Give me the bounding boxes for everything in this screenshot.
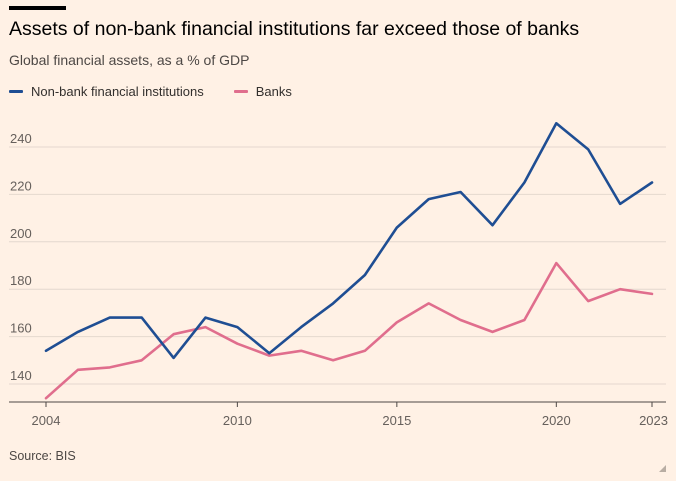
- x-tick-label-2023: 2023: [639, 413, 668, 428]
- legend-label-nbfi: Non-bank financial institutions: [31, 83, 204, 99]
- brand-bar: [9, 6, 66, 10]
- chart-subtitle: Global financial assets, as a % of GDP: [9, 52, 250, 68]
- y-tick-label-220: 220: [10, 178, 32, 193]
- x-tick-label-2015: 2015: [382, 413, 411, 428]
- y-tick-label-240: 240: [10, 131, 32, 146]
- y-tick-label-180: 180: [10, 273, 32, 288]
- legend-item-banks: Banks: [233, 83, 292, 99]
- y-tick-label-160: 160: [10, 321, 32, 336]
- series-line-banks: [44, 261, 654, 400]
- x-tick-label-2004: 2004: [32, 413, 61, 428]
- resize-handle-icon: [659, 465, 666, 472]
- x-tick-label-2020: 2020: [542, 413, 571, 428]
- source-note: Source: BIS: [9, 449, 76, 463]
- legend: Non-bank financial institutions Banks: [9, 82, 322, 100]
- series-line-nbfi: [44, 122, 654, 360]
- legend-swatch-banks: [233, 89, 248, 93]
- legend-swatch-nbfi: [9, 89, 23, 93]
- chart-title: Assets of non-bank financial institution…: [9, 18, 580, 40]
- legend-item-nbfi: Non-bank financial institutions: [9, 84, 204, 99]
- y-tick-label-140: 140: [10, 368, 32, 383]
- x-tick-label-2010: 2010: [223, 413, 252, 428]
- legend-label-banks: Banks: [255, 83, 292, 99]
- y-tick-label-200: 200: [10, 226, 32, 241]
